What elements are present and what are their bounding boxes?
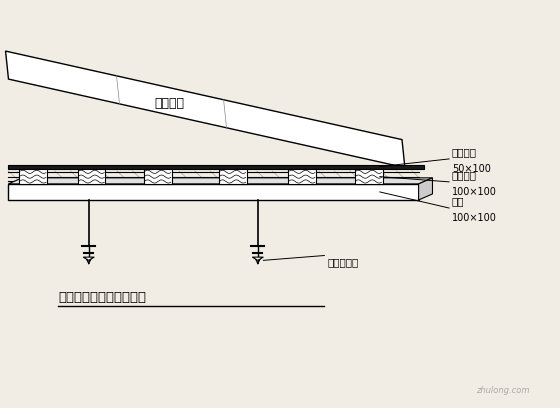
Text: 100×100: 100×100 bbox=[452, 187, 497, 197]
Bar bbox=[8, 164, 424, 169]
Polygon shape bbox=[419, 178, 432, 200]
Bar bbox=[78, 169, 105, 184]
Bar bbox=[144, 169, 172, 184]
Polygon shape bbox=[252, 257, 263, 260]
Text: zhulong.com: zhulong.com bbox=[476, 386, 530, 395]
Text: 次梁木方: 次梁木方 bbox=[452, 170, 477, 180]
Bar bbox=[8, 184, 419, 200]
Text: 补缝木条: 补缝木条 bbox=[452, 147, 477, 157]
Text: 主梁: 主梁 bbox=[452, 196, 464, 206]
Text: 可调早拆头: 可调早拆头 bbox=[327, 257, 358, 267]
Bar bbox=[355, 169, 382, 184]
Bar bbox=[288, 169, 316, 184]
Polygon shape bbox=[6, 51, 405, 168]
Text: 50×100: 50×100 bbox=[452, 164, 491, 174]
Text: 竹胶合板: 竹胶合板 bbox=[154, 97, 184, 110]
Bar bbox=[20, 169, 47, 184]
Text: 楼面早拆体系支模示意图: 楼面早拆体系支模示意图 bbox=[58, 290, 146, 304]
Polygon shape bbox=[83, 257, 94, 260]
Text: 100×100: 100×100 bbox=[452, 213, 497, 223]
Polygon shape bbox=[8, 178, 432, 184]
Bar bbox=[219, 169, 247, 184]
